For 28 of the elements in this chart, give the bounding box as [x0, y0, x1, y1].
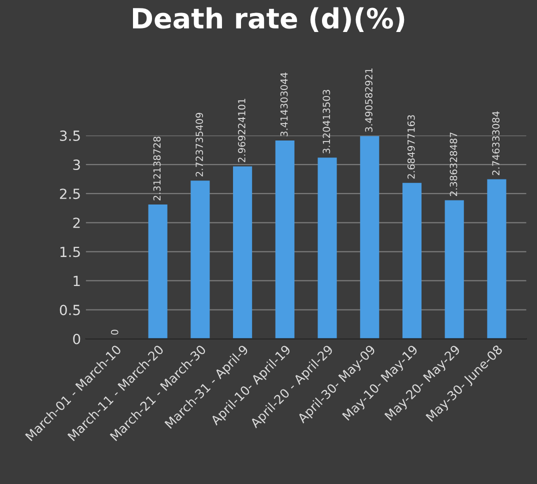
data-label: 2.386328487: [450, 132, 458, 196]
bar: [444, 200, 464, 339]
data-label: 2.723735409: [196, 112, 204, 176]
y-tick-label: 0.5: [60, 304, 80, 316]
chart-title: Death rate (d)(%): [133, 7, 404, 32]
bar: [402, 182, 422, 339]
bar: [360, 136, 380, 339]
data-label: 3.414303044: [280, 72, 288, 136]
data-label: 3.120413503: [322, 90, 330, 154]
bar: [275, 140, 294, 339]
data-label: 2.969224101: [238, 98, 246, 162]
data-label: 0: [110, 330, 118, 335]
data-label: 2.746333084: [492, 111, 500, 176]
bar: [487, 179, 506, 339]
y-tick-label: 2.5: [60, 188, 80, 200]
y-tick-label: 2: [73, 218, 80, 228]
y-tick-label: 1: [74, 276, 80, 286]
bar: [148, 204, 168, 339]
bar: [233, 166, 252, 339]
bar: [318, 158, 337, 339]
data-label: 2.684977163: [407, 115, 415, 179]
y-tick-label: 1.5: [60, 246, 80, 258]
data-label: 3.490582921: [365, 68, 372, 132]
bar: [190, 180, 210, 339]
y-tick-label: 0: [73, 334, 80, 344]
data-label: 2.312138728: [153, 136, 161, 200]
y-tick-label: 3: [73, 160, 80, 170]
y-tick-label: 3.5: [60, 130, 80, 141]
